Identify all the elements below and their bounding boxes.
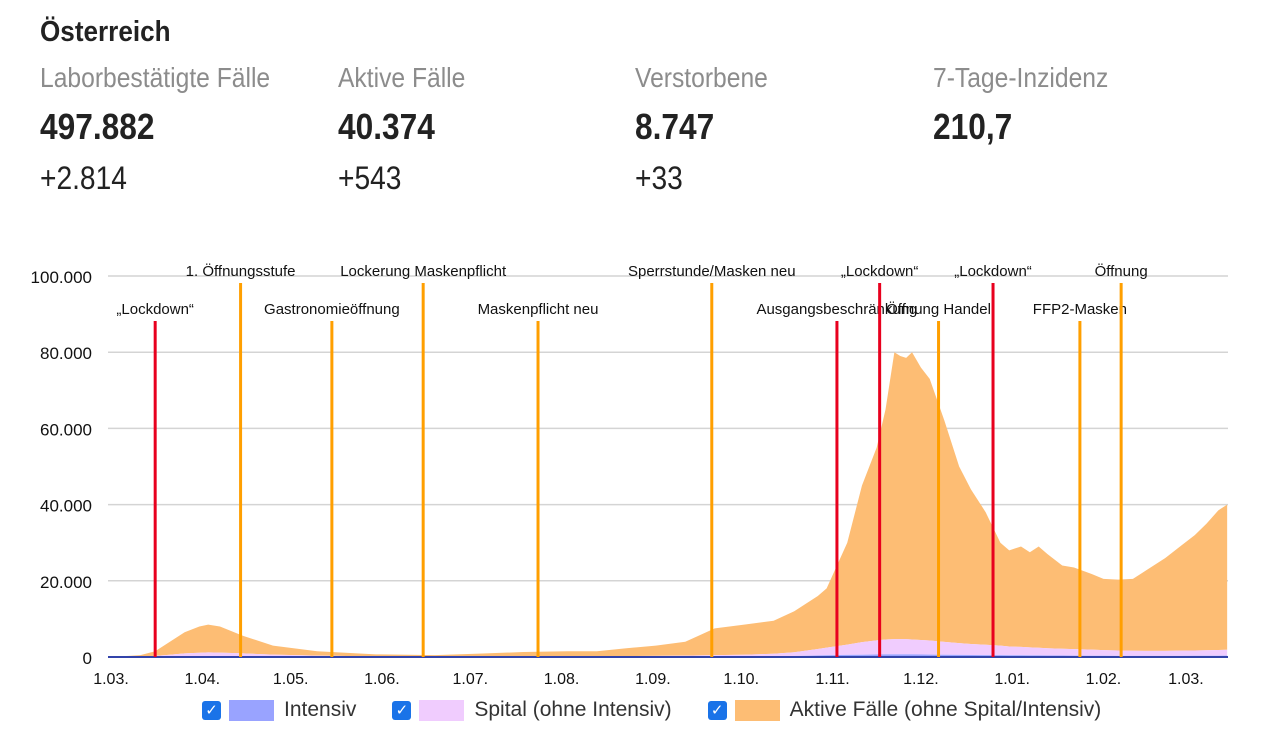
x-tick-label: 1.04. [184,671,220,688]
x-tick-label: 1.02. [1086,671,1122,688]
page-title: Österreich [40,16,171,48]
stat-delta: +2.814 [40,160,127,196]
event-label: „Lockdown“ [116,301,194,318]
x-tick-label: 1.08. [544,671,580,688]
stat-delta: +543 [338,160,402,196]
x-tick-label: 1.03. [1168,671,1204,688]
legend-swatch [419,699,465,721]
stat-label: Verstorbene [635,62,768,93]
stat-value: 497.882 [40,106,155,147]
legend-swatch [734,699,780,721]
legend-label: Aktive Fälle (ohne Spital/Intensiv) [789,698,1102,721]
event-label: Lockerung Maskenpflicht [340,263,507,280]
x-tick-label: 1.06. [364,671,400,688]
y-tick-label: 40.000 [40,497,92,516]
event-label: „Lockdown“ [954,263,1032,280]
legend-item-intensiv[interactable]: ✓ Intensiv [202,698,356,722]
event-label: FFP2-Masken [1033,301,1127,318]
y-tick-label: 20.000 [40,573,92,592]
chart-legend: ✓ Intensiv ✓ Spital (ohne Intensiv) ✓ Aktive … [202,698,1137,722]
x-tick-label: 1.09. [635,671,671,688]
stat-delta: +33 [635,160,683,196]
y-tick-label: 80.000 [40,344,92,363]
stat-incidence: 7-Tage-Inzidenz 210,7 [933,62,1108,160]
event-label: 1. Öffnungsstufe [186,262,296,280]
legend-label: Intensiv [284,698,357,721]
legend-swatch [229,699,274,721]
stat-value: 40.374 [338,106,435,147]
legend-label: Spital (ohne Intensiv) [474,698,672,721]
checkbox[interactable]: ✓ [392,700,412,720]
event-label: Gastronomieöffnung [264,301,400,318]
stat-confirmed: Laborbestätigte Fälle 497.882 +2.814 [40,62,270,197]
event-label: Sperrstunde/Masken neu [628,263,796,280]
stat-active: Aktive Fälle 40.374 +543 [338,62,465,197]
checkbox[interactable]: ✓ [202,700,221,720]
stat-label: 7-Tage-Inzidenz [933,62,1109,93]
event-label: „Lockdown“ [841,263,919,280]
x-tick-label: 1.11. [815,671,849,688]
x-tick-label: 1.10. [723,671,759,688]
y-tick-label: 100.000 [31,268,92,287]
x-tick-label: 1.05. [273,671,309,688]
checkbox[interactable]: ✓ [707,700,727,720]
event-label: Ausgangsbeschränkung [756,301,917,318]
y-tick-label: 0 [83,649,92,668]
y-tick-label: 60.000 [40,420,92,439]
stat-deaths: Verstorbene 8.747 +33 [635,62,768,197]
area-spital [111,639,1228,657]
stat-value: 8.747 [635,106,715,147]
stat-value: 210,7 [933,106,1013,147]
stat-label: Aktive Fälle [338,62,466,93]
x-tick-label: 1.07. [452,671,488,688]
x-tick-label: 1.03. [93,671,129,688]
x-tick-label: 1.12. [903,671,939,688]
stat-label: Laborbestätigte Fälle [40,62,271,93]
event-label: Öffnung [1095,262,1148,280]
event-label: Öffnung Handel [886,300,991,318]
legend-item-spital[interactable]: ✓ Spital (ohne Intensiv) [392,698,672,722]
legend-item-aktiv[interactable]: ✓ Aktive Fälle (ohne Spital/Intensiv) [707,698,1102,722]
area-aktiv [111,352,1228,657]
event-label: Maskenpflicht neu [478,301,599,318]
x-tick-label: 1.01. [994,671,1030,688]
